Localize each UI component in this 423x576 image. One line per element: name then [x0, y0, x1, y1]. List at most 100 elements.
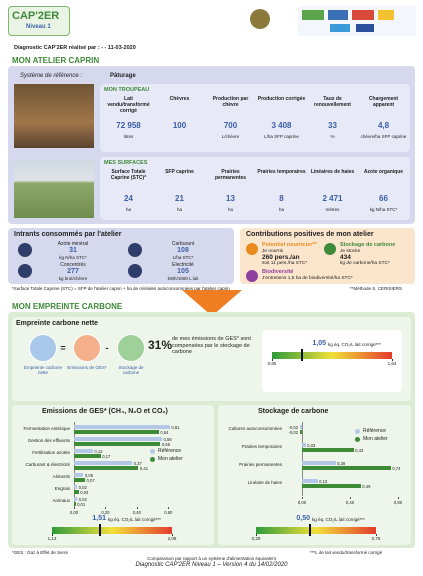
column-value: 700	[223, 121, 238, 130]
column-unit: mètres	[325, 207, 340, 212]
column-unit: ha	[176, 207, 182, 212]
term-circle	[73, 334, 101, 362]
column-unit: litres	[123, 134, 134, 139]
gauge-unit: kg éq. CO₂/L lait corrigé***	[328, 342, 381, 347]
bar	[302, 443, 306, 447]
category-label: Fertilisation azotée	[32, 450, 70, 455]
gauge-bar	[256, 527, 376, 534]
bar	[74, 461, 133, 465]
value-label: 0,12	[94, 448, 103, 454]
contribution-text: 434	[340, 254, 351, 261]
intrant-label: Azote minéral	[57, 241, 89, 247]
column-label: Surface Totale Caprine (STC)*	[110, 169, 147, 181]
icon	[246, 243, 258, 255]
column-label: SFP caprine	[165, 169, 194, 175]
icon	[128, 264, 142, 278]
bar	[74, 473, 84, 477]
contribution-label: Biodiversité	[262, 269, 294, 275]
legend-swatch	[150, 449, 155, 454]
bar	[302, 448, 354, 452]
category-label: Gestion des effluents	[27, 438, 70, 443]
diagnostic-line: Diagnostic CAP'2ER réalisé par : - - 11-…	[14, 45, 136, 51]
percent-text: de mes émissions de GES* sont compensées…	[172, 336, 251, 355]
bar	[74, 502, 76, 506]
icon	[128, 243, 142, 257]
legend-swatch	[355, 429, 360, 434]
bar	[302, 484, 361, 488]
legend-swatch	[355, 437, 360, 442]
intrant-value: 277	[67, 268, 79, 275]
column-value: 24	[124, 194, 133, 203]
category-label: Linéaire de haies	[247, 480, 282, 485]
section-title: MON ATELIER CAPRIN	[12, 56, 100, 65]
bar	[302, 479, 318, 483]
tick-mark	[74, 507, 75, 509]
partner-logo	[378, 10, 394, 20]
panel-title: Empreinte carbone nette	[16, 320, 99, 327]
gauge-bar	[52, 527, 172, 534]
bar	[74, 430, 159, 434]
surfaces-panel	[100, 157, 410, 220]
partner-logo	[352, 10, 374, 20]
icon	[18, 243, 32, 257]
system-value: Pâturage	[110, 73, 136, 79]
value-label: 0,61	[171, 424, 180, 430]
logo-title: CAP'2ER	[12, 10, 60, 22]
column-label: Lait vendu/transformé corrigé	[107, 96, 150, 114]
partner-logo	[356, 24, 374, 32]
partner-logo	[328, 10, 348, 20]
icon	[18, 264, 32, 278]
value-label: 0,06	[84, 472, 94, 478]
gauge-tick-label: 1,13	[47, 536, 57, 541]
value-label: 0,01	[77, 501, 86, 507]
gauge-tick	[52, 534, 53, 536]
column-unit: L/chèvre	[221, 134, 240, 139]
value-label: 0,13	[319, 478, 328, 484]
panel-title: MES SURFACES	[104, 160, 148, 166]
value-label: -0,02	[288, 429, 299, 435]
bar	[74, 454, 101, 458]
gauge-value: 1,51	[92, 515, 106, 522]
gauge-cursor	[308, 524, 311, 536]
contribution-text: kg de carbone/ha STC*	[340, 261, 390, 266]
gauge-tick	[376, 534, 377, 536]
footnote: *Surface Totale Caprine (STC) = SFP de l…	[12, 286, 230, 291]
gauge-unit: kg éq. CO₂/L lait corrigé***	[108, 517, 161, 522]
x-tick-label: 0,00	[69, 510, 79, 515]
intrant-unit: kWh/1000 L lait	[167, 276, 199, 281]
system-label: Système de référence :	[20, 73, 83, 79]
legend-label: Mon atelier	[363, 436, 388, 442]
column-value: 66	[379, 194, 388, 203]
column-value: 4,8	[377, 121, 390, 130]
x-tick-label: 0,40	[345, 500, 355, 505]
x-tick-label: 0,20	[101, 510, 110, 515]
x-tick-label: 0,00	[297, 500, 307, 505]
gauge-tick	[272, 359, 273, 361]
value-label: 0,03	[307, 442, 316, 448]
gauge-tick-label: 1,64	[387, 361, 397, 366]
stockage-panel	[218, 405, 411, 545]
column-value: 8	[279, 194, 284, 203]
axis-line	[74, 422, 75, 508]
bar	[74, 490, 79, 494]
column-value: 13	[226, 194, 235, 203]
tick-mark	[168, 507, 169, 509]
intrant-value: 31	[69, 247, 77, 254]
value-label: 0,28	[337, 460, 346, 466]
bar	[74, 466, 139, 470]
contribution-text: 260 pers./an	[262, 254, 300, 261]
footnote: ***L de lait vendu/transformé corrigé	[310, 550, 383, 555]
column-label: Linéaires de haies	[310, 169, 355, 175]
column-label: Azote organique	[363, 169, 404, 175]
category-label: Engrais	[54, 486, 70, 491]
footer-version: Diagnostic CAP'2ER Niveau 1 – Version 4 …	[135, 562, 288, 568]
bar	[302, 466, 391, 470]
tick-mark	[136, 507, 138, 509]
column-value: 3 408	[271, 121, 292, 130]
intrant-unit: L/ha STC*	[172, 255, 194, 260]
value-label: 0,43	[355, 447, 364, 453]
term-circle	[29, 334, 57, 362]
gauge-panel	[262, 330, 402, 392]
panel-title: Emissions de GES* (CH₄, N₂O et CO₂)	[42, 408, 168, 415]
value-label: 0,03	[80, 489, 89, 495]
